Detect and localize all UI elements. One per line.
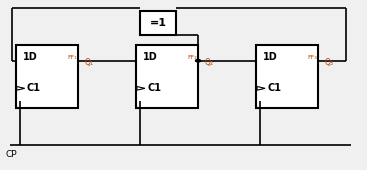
Text: Q₁: Q₁ xyxy=(84,58,93,67)
Text: 1D: 1D xyxy=(22,52,37,62)
Text: C1: C1 xyxy=(147,83,161,93)
Text: CP: CP xyxy=(5,150,17,159)
Text: C1: C1 xyxy=(27,83,41,93)
Text: FF₂: FF₂ xyxy=(187,55,197,60)
Circle shape xyxy=(196,59,201,62)
Bar xyxy=(136,45,198,108)
Text: 1D: 1D xyxy=(263,52,278,62)
Bar xyxy=(140,11,176,35)
Text: C1: C1 xyxy=(267,83,281,93)
Bar xyxy=(16,45,78,108)
Text: FF₁: FF₁ xyxy=(67,55,77,60)
Text: Q₂: Q₂ xyxy=(205,58,214,67)
Bar xyxy=(256,45,318,108)
Text: Q₃: Q₃ xyxy=(325,58,334,67)
Text: =1: =1 xyxy=(149,18,167,28)
Text: FF₃: FF₃ xyxy=(307,55,317,60)
Text: 1D: 1D xyxy=(143,52,157,62)
